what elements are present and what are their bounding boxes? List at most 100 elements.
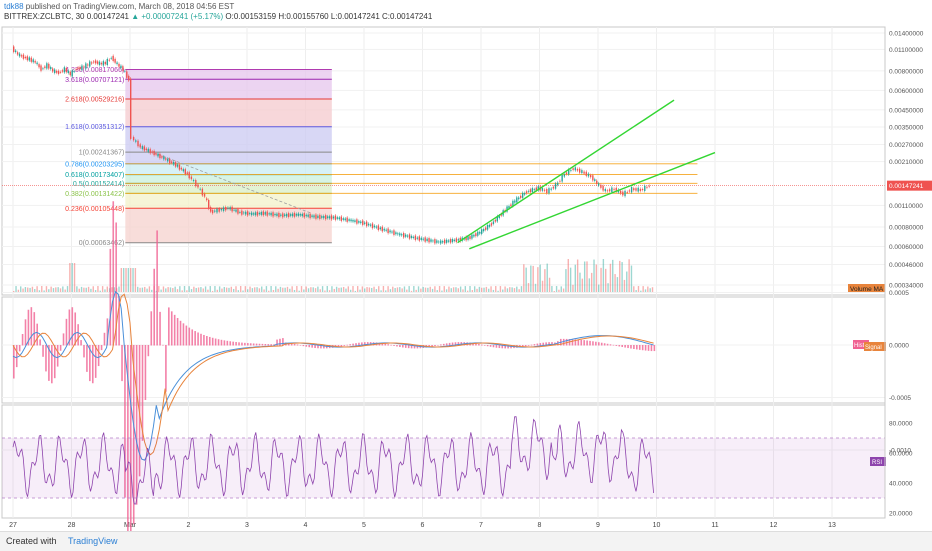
volume-bar xyxy=(218,286,221,293)
macd-hist-bar xyxy=(627,345,629,349)
candle xyxy=(622,191,624,196)
volume-bar xyxy=(87,286,90,293)
macd-hist-bar xyxy=(644,345,647,351)
volume-bar xyxy=(90,288,92,293)
volume-bar xyxy=(609,263,612,293)
volume-bar xyxy=(83,287,85,293)
candle xyxy=(30,57,32,62)
candle xyxy=(358,221,360,223)
candle xyxy=(486,224,489,230)
volume-bar xyxy=(85,287,87,293)
macd-hist-bar xyxy=(598,342,600,346)
volume-bar xyxy=(532,265,534,293)
volume-bar xyxy=(275,286,277,293)
volume-bar xyxy=(647,286,649,293)
candle xyxy=(157,153,159,157)
candle xyxy=(118,63,120,67)
chart-canvas[interactable]: 2728Mar23456789101112130.014000000.01100… xyxy=(0,0,932,531)
macd-hist-bar xyxy=(612,344,615,346)
candle xyxy=(379,227,381,230)
candle xyxy=(180,167,183,170)
volume-bar xyxy=(127,268,130,293)
candle xyxy=(328,216,331,219)
candle xyxy=(135,140,137,142)
macd-hist-bar xyxy=(355,343,357,346)
candle xyxy=(606,190,609,192)
candle xyxy=(500,213,502,216)
candle xyxy=(608,189,611,192)
volume-bar xyxy=(38,290,41,293)
rsi-tag xyxy=(870,457,886,466)
volume-bar xyxy=(511,287,513,293)
volume-bar xyxy=(24,287,27,293)
candle xyxy=(554,183,557,189)
candle xyxy=(289,214,292,216)
candle xyxy=(274,213,276,216)
volume-bar xyxy=(202,288,204,293)
candle xyxy=(195,180,197,187)
candle xyxy=(325,215,327,220)
candle xyxy=(235,209,237,212)
candle xyxy=(293,212,296,217)
volume-bar xyxy=(52,288,55,293)
candle xyxy=(208,199,210,209)
volume-bar xyxy=(630,265,633,293)
candle xyxy=(40,65,42,71)
volume-bar xyxy=(268,290,270,293)
macd-hist-bar xyxy=(595,341,597,346)
volume-bar xyxy=(569,267,572,293)
volume-bar xyxy=(151,289,153,293)
candle xyxy=(209,207,212,212)
candle xyxy=(94,60,97,64)
macd-hist-bar xyxy=(633,345,635,350)
macd-y-tick-label: -0.0010 xyxy=(889,448,911,455)
macd-hist-bar xyxy=(141,345,144,441)
candle xyxy=(594,179,596,181)
candle xyxy=(20,55,23,57)
candle xyxy=(34,60,36,63)
macd-hist-bar xyxy=(340,345,343,347)
volume-bar xyxy=(207,289,209,293)
candle xyxy=(18,53,21,57)
candle xyxy=(250,212,253,216)
volume-bar xyxy=(76,286,78,293)
candle xyxy=(139,144,141,148)
volume-bar xyxy=(455,287,457,293)
x-tick-label: 28 xyxy=(68,522,76,529)
candle xyxy=(630,187,633,193)
x-tick-label: 5 xyxy=(362,522,366,529)
candle xyxy=(63,67,66,73)
volume-bar xyxy=(146,288,148,293)
volume-bar xyxy=(354,290,357,293)
volume-bar xyxy=(406,289,408,293)
candle xyxy=(326,216,329,219)
candle xyxy=(346,217,348,222)
candle xyxy=(543,189,546,191)
candle xyxy=(245,211,247,215)
candle xyxy=(128,75,130,81)
macd-hist-bar xyxy=(226,340,229,346)
macd-pane xyxy=(1,296,886,404)
x-tick-label: 13 xyxy=(828,522,836,529)
macd-hist-bar xyxy=(68,309,71,346)
candle xyxy=(270,212,272,216)
macd-hist-bar xyxy=(51,345,53,384)
macd-hist-bar xyxy=(364,342,366,346)
macd-hist-bar xyxy=(135,345,138,505)
volume-bar xyxy=(256,287,258,293)
volume-bar xyxy=(195,287,197,293)
volume-bar xyxy=(244,286,247,293)
macd-hist-bar xyxy=(413,345,416,349)
candle xyxy=(311,215,313,217)
volume-bar xyxy=(347,286,350,293)
author-link[interactable]: tdk88 xyxy=(4,2,24,11)
candle xyxy=(611,187,613,193)
candle xyxy=(297,213,300,216)
tradingview-logo[interactable]: TradingView xyxy=(68,536,118,546)
volume-bar xyxy=(490,286,492,293)
volume-bar xyxy=(296,286,298,293)
macd-hist-bar xyxy=(89,345,91,382)
candle xyxy=(412,236,415,238)
y-tick-label: 0.00800000 xyxy=(889,68,924,75)
volume-bar xyxy=(104,289,106,293)
